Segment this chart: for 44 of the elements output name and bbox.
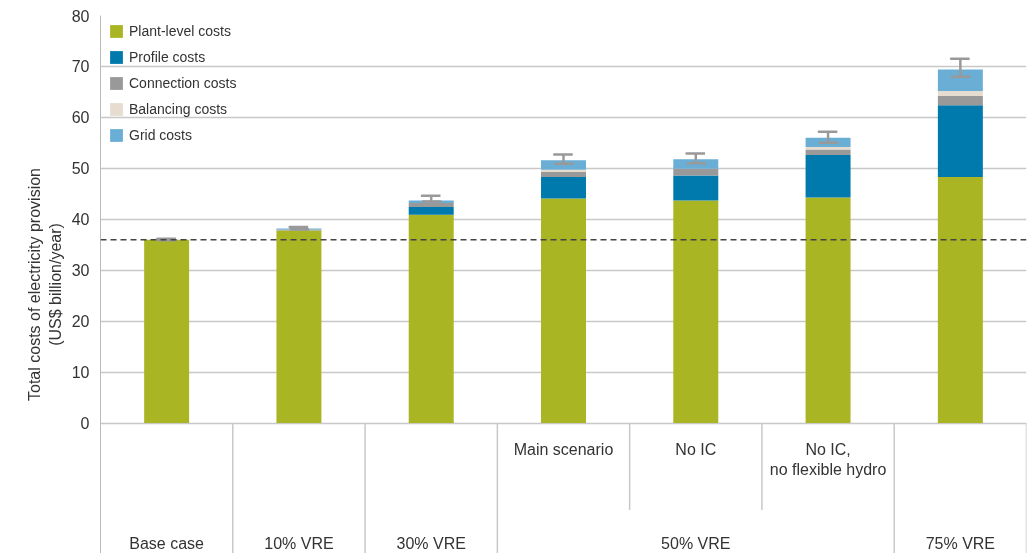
- bar: [805, 155, 851, 198]
- x-tick-label: 75% VRE: [925, 534, 996, 552]
- x-tick-label: No IC, no flexible hydro: [769, 441, 887, 479]
- legend-label: Plant-level costs: [129, 23, 231, 39]
- bar: [408, 214, 454, 424]
- bar: [541, 169, 586, 172]
- y-tick-label: 50: [71, 160, 90, 178]
- y-tick-label: 60: [71, 109, 90, 127]
- y-tick-label: 40: [71, 211, 90, 229]
- x-tick-label: 30% VRE: [396, 534, 466, 552]
- y-axis-title: Total costs of electricity provision (US$ billion/year): [26, 168, 64, 401]
- text: 50% VRE: [661, 534, 731, 552]
- bar: [805, 197, 851, 424]
- y-tick-label: 0: [80, 415, 90, 433]
- bar: [937, 69, 983, 91]
- bar: [673, 159, 719, 169]
- bar: [541, 198, 586, 424]
- x-tick-label: Base case: [129, 534, 205, 552]
- bar: [408, 207, 454, 215]
- legend-label: Balancing costs: [129, 101, 228, 117]
- bar: [937, 177, 983, 424]
- x-tick-label: 10% VRE: [264, 534, 334, 552]
- y-tick-label: 80: [71, 7, 90, 25]
- legend-label: Connection costs: [129, 75, 237, 91]
- bar: [541, 160, 586, 170]
- bar: [937, 105, 983, 177]
- y-tick-label: 20: [71, 313, 90, 331]
- bar: [541, 177, 586, 199]
- y-tick-label: 70: [71, 58, 90, 76]
- bar: [937, 96, 983, 106]
- bar: [805, 149, 851, 156]
- bar: [541, 171, 586, 177]
- legend-label: Grid costs: [129, 127, 193, 143]
- y-tick-label: 10: [71, 364, 90, 382]
- x-tick-label: No IC: [675, 441, 717, 459]
- x-tick-label: Main scenario: [513, 441, 614, 459]
- legend-label: Profile costs: [129, 49, 206, 65]
- bar: [276, 230, 322, 424]
- bar: [673, 200, 719, 424]
- y-tick-label: 30: [71, 262, 90, 280]
- bar: [144, 239, 190, 424]
- bar: [673, 175, 719, 201]
- bar: [673, 168, 719, 176]
- bar: [937, 90, 983, 96]
